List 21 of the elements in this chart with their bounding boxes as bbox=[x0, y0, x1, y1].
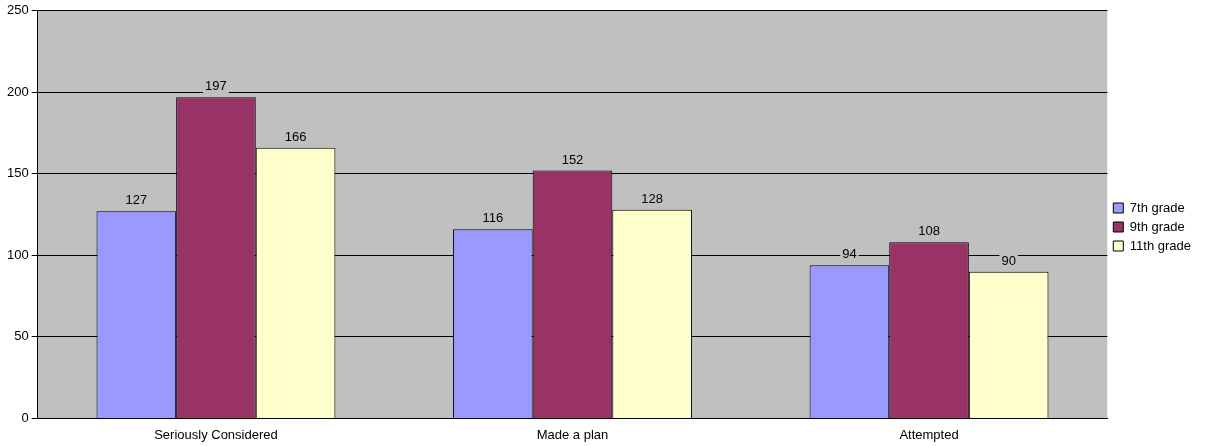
x-tick-label: Attempted bbox=[899, 426, 959, 442]
y-tick-label: 150 bbox=[6, 165, 29, 181]
y-tick-label: 0 bbox=[21, 409, 29, 425]
y-tick-label: 100 bbox=[6, 246, 29, 262]
y-tick-label: 50 bbox=[14, 328, 29, 344]
data-label: 94 bbox=[842, 246, 857, 262]
data-label: 152 bbox=[561, 151, 584, 167]
y-tick-label: 250 bbox=[6, 2, 29, 18]
x-tick-label: Made a plan bbox=[536, 426, 609, 442]
data-label: 90 bbox=[1001, 252, 1016, 268]
data-label: 116 bbox=[482, 210, 504, 226]
legend-label: 11th grade bbox=[1129, 237, 1192, 253]
data-label: 166 bbox=[284, 128, 307, 144]
legend-label: 9th grade bbox=[1129, 218, 1185, 234]
data-label: 197 bbox=[205, 78, 227, 94]
legend-label: 7th grade bbox=[1129, 199, 1185, 215]
data-label: 128 bbox=[641, 190, 663, 206]
x-tick-label: Seriously Considered bbox=[154, 426, 278, 442]
y-tick-label: 200 bbox=[6, 83, 29, 99]
data-label: 108 bbox=[918, 223, 940, 239]
data-label: 127 bbox=[125, 192, 148, 208]
